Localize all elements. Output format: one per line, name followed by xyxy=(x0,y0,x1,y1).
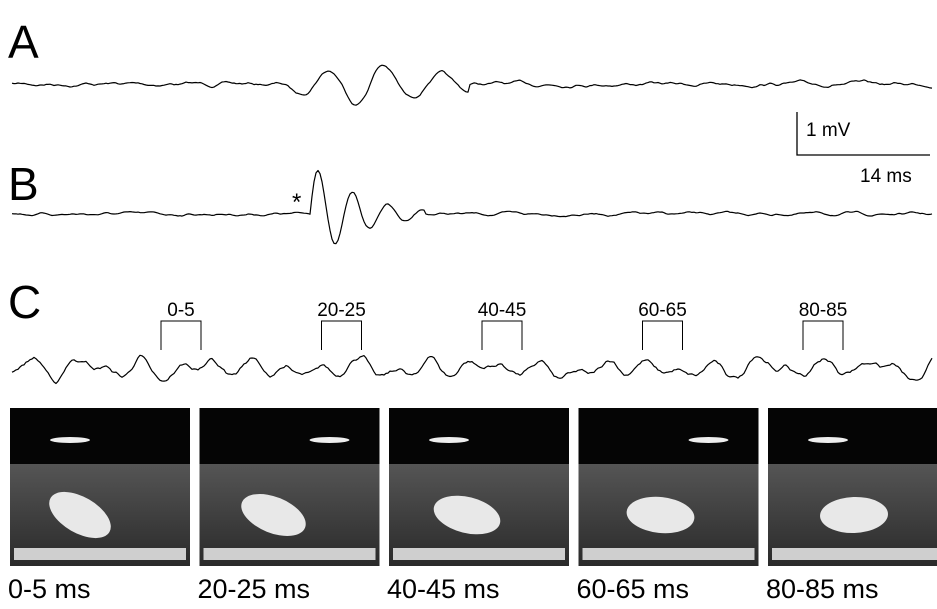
scale-amplitude: 1 mV xyxy=(806,120,851,141)
reflection xyxy=(309,437,350,443)
frame-top xyxy=(10,408,190,464)
scale-time: 14 ms xyxy=(860,166,912,187)
reflection xyxy=(50,437,90,443)
trace-a xyxy=(11,64,933,106)
window-bracket xyxy=(321,320,362,350)
crayfish xyxy=(626,496,695,534)
window-label: 20-25 xyxy=(317,300,366,321)
frame-top xyxy=(768,408,937,464)
frame-caption: 40-45 ms xyxy=(387,574,500,604)
gravel xyxy=(772,548,937,560)
crayfish xyxy=(433,495,501,535)
frame-caption: 60-65 ms xyxy=(577,574,690,604)
trace-b xyxy=(11,169,933,245)
panel-label: C xyxy=(8,276,41,328)
window-bracket xyxy=(481,320,523,350)
window-bracket xyxy=(160,320,202,350)
frame-caption: 80-85 ms xyxy=(766,574,879,604)
frame-top xyxy=(578,408,759,464)
frame-top xyxy=(199,408,380,464)
crayfish xyxy=(820,496,888,534)
reflection xyxy=(688,437,729,443)
frame-caption: 0-5 ms xyxy=(8,574,91,604)
window-label: 80-85 xyxy=(799,300,848,321)
window-bracket xyxy=(642,320,683,350)
window-bracket xyxy=(802,320,844,350)
stimulus-marker: * xyxy=(292,189,301,216)
frame-top xyxy=(389,408,569,464)
panel-label: A xyxy=(8,16,39,68)
frame-caption: 20-25 ms xyxy=(198,574,311,604)
window-label: 40-45 xyxy=(478,300,527,321)
scale-bar xyxy=(796,112,930,156)
reflection xyxy=(429,437,469,443)
window-label: 0-5 xyxy=(167,300,194,321)
gravel xyxy=(393,548,565,560)
trace-c xyxy=(11,354,933,385)
gravel xyxy=(203,548,376,560)
crayfish xyxy=(49,491,111,539)
gravel xyxy=(14,548,186,560)
crayfish xyxy=(241,494,306,536)
panel-label: B xyxy=(8,158,39,210)
window-label: 60-65 xyxy=(638,300,687,321)
gravel xyxy=(582,548,755,560)
reflection xyxy=(808,437,848,443)
